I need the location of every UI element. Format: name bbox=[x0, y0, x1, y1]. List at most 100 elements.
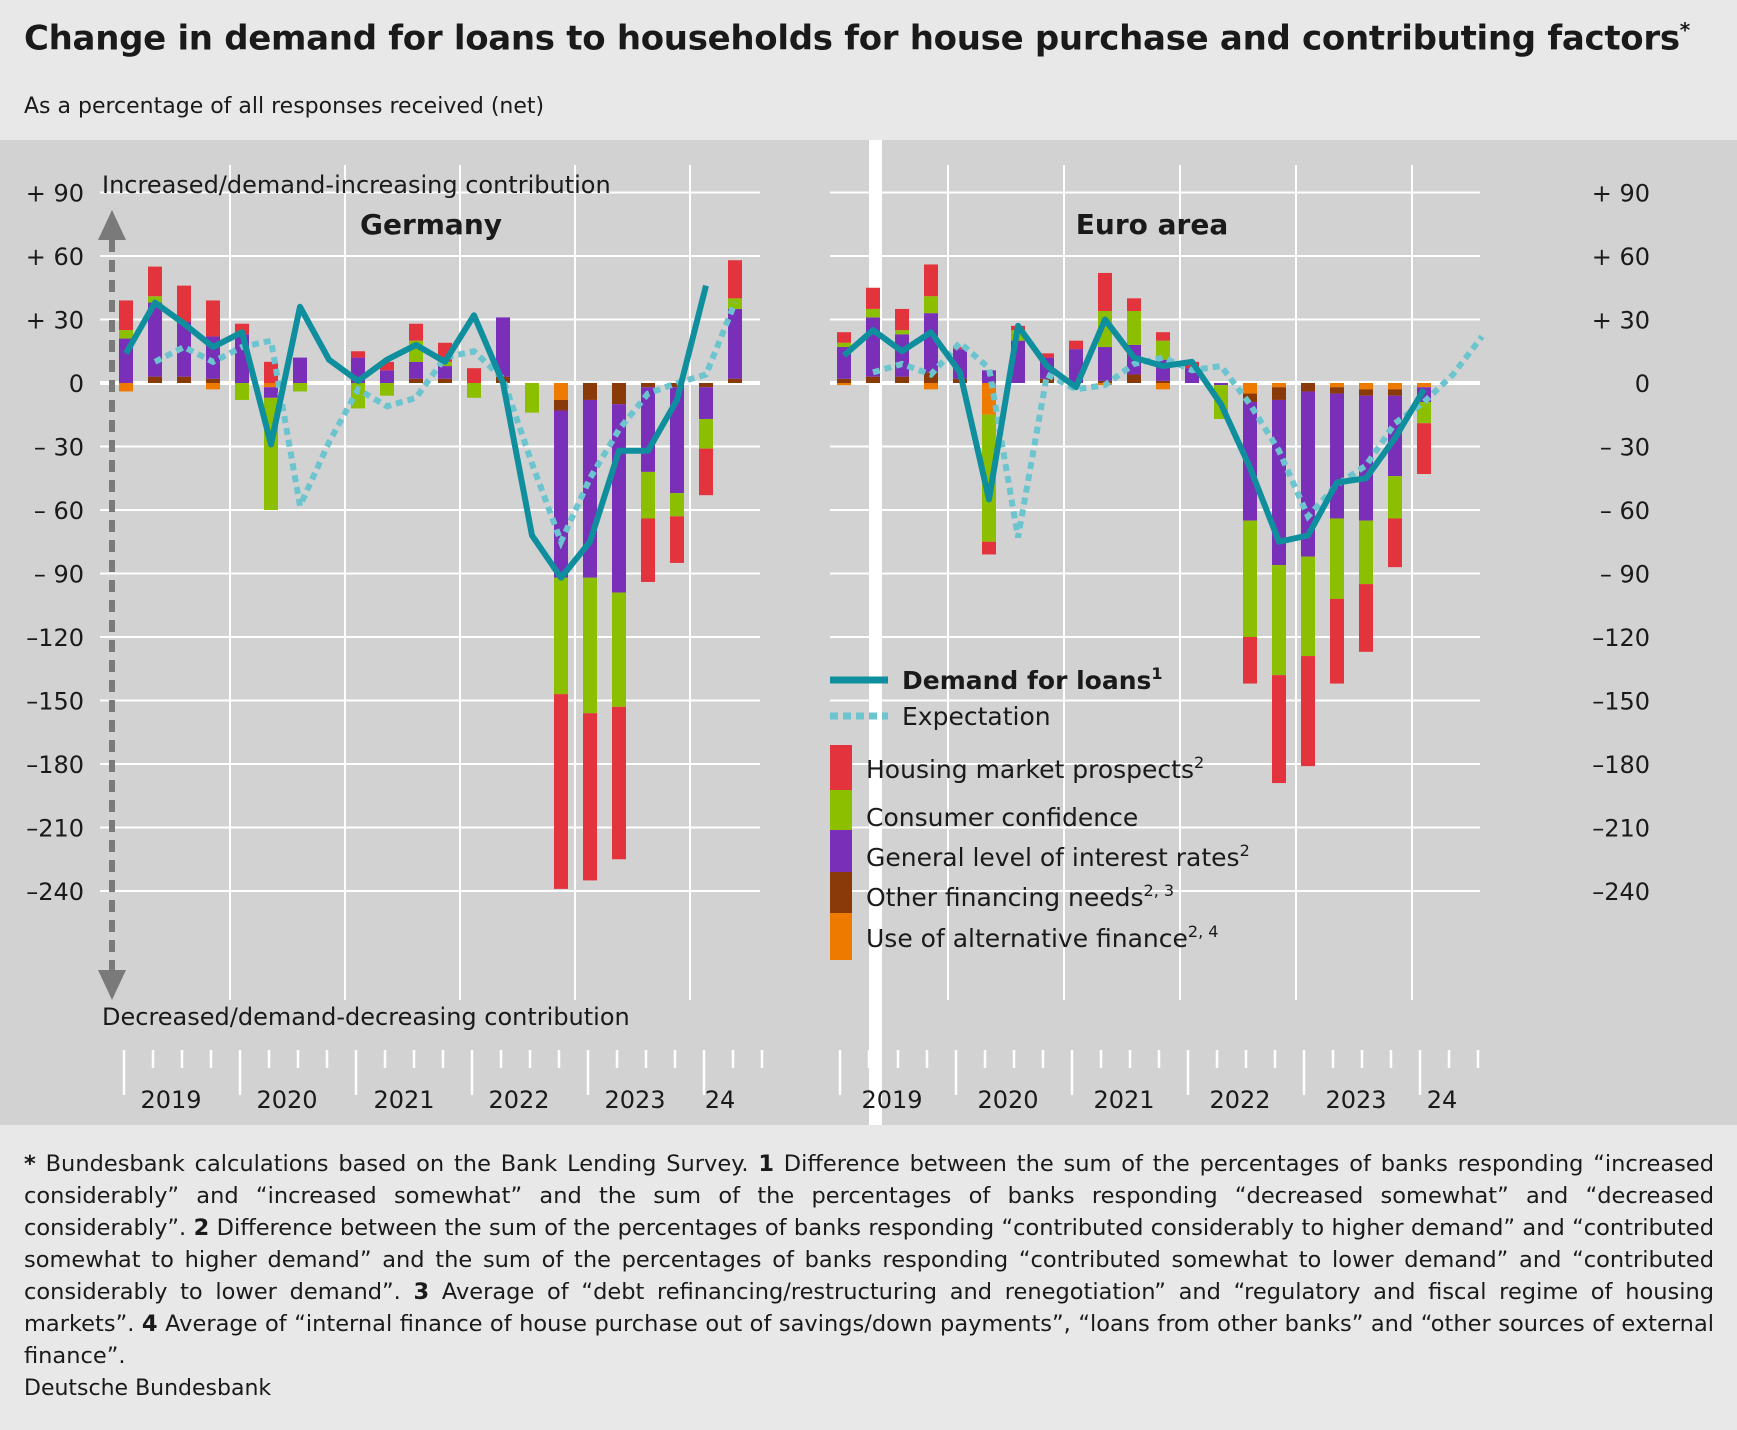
source-note: Deutsche Bundesbank bbox=[24, 1376, 272, 1401]
bar-other bbox=[206, 378, 220, 383]
bar-consumer bbox=[351, 383, 365, 409]
bar-other bbox=[895, 376, 909, 383]
legend-alternative-swatch bbox=[830, 913, 852, 960]
ytick-label: + 60 bbox=[26, 243, 84, 271]
bar-rates bbox=[177, 321, 191, 377]
bar-consumer bbox=[554, 577, 568, 695]
footnote-1-text: Difference between the sum of the percen… bbox=[24, 1151, 1714, 1241]
bar-other bbox=[148, 376, 162, 383]
bar-housing bbox=[380, 361, 394, 371]
legend-housing-swatch bbox=[830, 745, 852, 790]
bar-housing bbox=[554, 694, 568, 889]
panel-title: Euro area bbox=[1076, 208, 1228, 241]
bar-other bbox=[1127, 374, 1141, 383]
bar-housing bbox=[119, 300, 133, 331]
legend-housing-label: Housing market prospects2 bbox=[866, 753, 1204, 784]
bar-other bbox=[837, 378, 851, 383]
bar-consumer bbox=[728, 298, 742, 309]
bar-housing bbox=[264, 361, 278, 383]
bar-other bbox=[1156, 380, 1170, 383]
bar-other bbox=[699, 383, 713, 388]
footnote-1-label: 1 bbox=[758, 1151, 774, 1177]
year-label: 24 bbox=[705, 1086, 736, 1114]
bar-rates bbox=[264, 387, 278, 398]
bar-consumer bbox=[583, 577, 597, 714]
chart-subtitle: As a percentage of all responses receive… bbox=[24, 94, 545, 119]
panel-divider bbox=[869, 140, 882, 1125]
bar-consumer bbox=[1330, 518, 1344, 599]
bar-other bbox=[728, 378, 742, 383]
bar-consumer bbox=[235, 383, 249, 400]
legend-demand-label: Demand for loans1 bbox=[902, 664, 1163, 695]
bar-housing bbox=[583, 713, 597, 881]
bar-rates bbox=[866, 317, 880, 377]
year-label: 2021 bbox=[373, 1086, 434, 1114]
bar-rates bbox=[380, 370, 394, 383]
bar-rates bbox=[1359, 395, 1373, 521]
bar-other bbox=[641, 383, 655, 388]
ytick-label: + 60 bbox=[1592, 243, 1650, 271]
bar-consumer bbox=[293, 383, 307, 392]
bar-rates bbox=[554, 410, 568, 578]
bar-housing bbox=[467, 368, 481, 383]
ytick-label: – 60 bbox=[34, 497, 84, 525]
footnotes: * Bundesbank calculations based on the B… bbox=[24, 1148, 1714, 1372]
bar-other bbox=[866, 376, 880, 383]
bar-housing bbox=[895, 308, 909, 331]
footnote-star-label: * bbox=[24, 1151, 36, 1177]
bar-rates bbox=[895, 334, 909, 377]
bar-alternative bbox=[206, 383, 220, 390]
bar-consumer bbox=[1243, 520, 1257, 637]
year-label: 2020 bbox=[977, 1086, 1038, 1114]
year-label: 2023 bbox=[1325, 1086, 1386, 1114]
chart-title: Change in demand for loans to households… bbox=[24, 18, 1690, 59]
bar-other bbox=[1272, 387, 1286, 400]
bar-housing bbox=[1069, 340, 1083, 350]
increase-label: Increased/demand-increasing contribution bbox=[102, 171, 611, 199]
bar-consumer bbox=[119, 330, 133, 339]
bar-housing bbox=[1243, 637, 1257, 684]
year-label: 2020 bbox=[256, 1086, 317, 1114]
bar-other bbox=[1301, 383, 1315, 392]
bar-consumer bbox=[1388, 476, 1402, 519]
bar-rates bbox=[728, 308, 742, 379]
ytick-label: –240 bbox=[26, 878, 84, 906]
panel-title: Germany bbox=[360, 208, 502, 241]
bar-consumer bbox=[1156, 340, 1170, 360]
bar-consumer bbox=[924, 296, 938, 314]
bar-alternative bbox=[1417, 383, 1431, 388]
bar-consumer bbox=[148, 296, 162, 303]
bar-housing bbox=[1156, 332, 1170, 341]
legend-rates-label: General level of interest rates2 bbox=[866, 841, 1250, 872]
bar-rates bbox=[924, 313, 938, 373]
bar-alternative bbox=[982, 383, 996, 415]
bar-rates bbox=[293, 357, 307, 383]
legend-rates-swatch bbox=[830, 830, 852, 872]
bar-housing bbox=[409, 323, 423, 341]
legend-other-label: Other financing needs2, 3 bbox=[866, 881, 1174, 912]
bar-rates bbox=[438, 366, 452, 379]
ytick-label: – 90 bbox=[34, 561, 84, 589]
demand-line bbox=[842, 316, 1427, 545]
expectation-line bbox=[153, 301, 738, 550]
ytick-label: + 30 bbox=[26, 307, 84, 335]
bar-other bbox=[177, 376, 191, 383]
bar-housing bbox=[924, 264, 938, 297]
bar-consumer bbox=[1272, 565, 1286, 676]
ytick-label: + 90 bbox=[1592, 180, 1650, 208]
bar-consumer bbox=[895, 330, 909, 335]
year-label: 2022 bbox=[488, 1086, 549, 1114]
bar-rates bbox=[670, 387, 684, 494]
year-label: 2019 bbox=[140, 1086, 201, 1114]
footnote-2-text: Difference between the sum of the percen… bbox=[24, 1215, 1714, 1305]
bar-rates bbox=[409, 361, 423, 379]
bar-alternative bbox=[1243, 383, 1257, 394]
bar-other bbox=[1359, 389, 1373, 396]
bar-consumer bbox=[1127, 311, 1141, 345]
bar-housing bbox=[235, 323, 249, 335]
ytick-label: –210 bbox=[1592, 815, 1650, 843]
bar-alternative bbox=[1388, 383, 1402, 390]
legend-consumer-label: Consumer confidence bbox=[866, 803, 1138, 832]
ytick-label: –120 bbox=[26, 624, 84, 652]
ytick-label: –240 bbox=[1592, 878, 1650, 906]
